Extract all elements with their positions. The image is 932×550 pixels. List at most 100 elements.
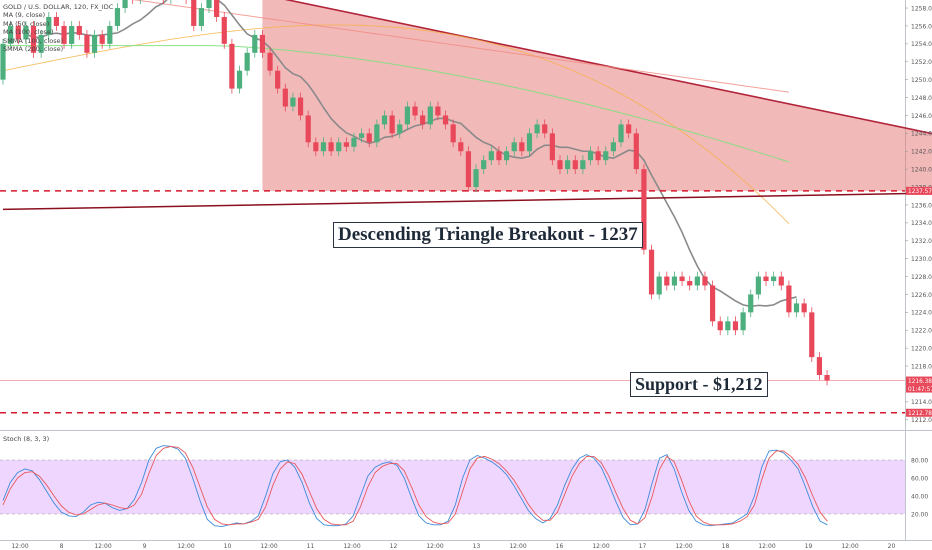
price-tick-label-11: 1234.00 xyxy=(911,220,932,227)
support-annotation[interactable]: Support - $1,212 xyxy=(630,372,768,397)
candle-100 xyxy=(763,276,769,282)
candle-52 xyxy=(397,124,403,134)
candle-1 xyxy=(8,25,14,44)
candle-82 xyxy=(626,124,632,134)
candle-88 xyxy=(671,276,678,286)
time-label-19: 19 xyxy=(805,543,813,550)
candle-89 xyxy=(679,276,685,282)
candle-87 xyxy=(664,276,670,286)
candle-27 xyxy=(206,0,212,9)
price-tick-label-22: 1256.00 xyxy=(911,23,932,30)
stoch-tick-label-3: 80.00 xyxy=(911,457,928,464)
candle-57 xyxy=(435,106,441,116)
candle-48 xyxy=(366,133,372,143)
rising-support-line xyxy=(2,192,932,211)
time-label-7: 11 xyxy=(307,543,315,550)
price-tick-label-3: 1218.00 xyxy=(911,363,932,370)
time-label-13: 16 xyxy=(556,543,564,550)
candle-96 xyxy=(732,321,739,331)
candle-8 xyxy=(61,25,67,44)
candle-99 xyxy=(755,276,761,295)
candle-67 xyxy=(511,142,517,152)
candle-14 xyxy=(107,25,113,44)
candle-63 xyxy=(481,160,487,170)
candle-0 xyxy=(0,43,6,80)
price-tick-label-0: 1212.00 xyxy=(911,417,932,424)
price-tick-label-20: 1252.00 xyxy=(911,59,932,66)
candle-26 xyxy=(198,8,204,26)
candle-35 xyxy=(267,52,273,71)
candle-50 xyxy=(381,115,388,125)
candle-84 xyxy=(641,169,647,250)
candle-68 xyxy=(519,142,525,152)
time-label-4: 12:00 xyxy=(177,543,194,550)
candle-94 xyxy=(717,321,723,331)
candle-93 xyxy=(709,285,716,322)
candle-31 xyxy=(236,70,243,89)
candle-81 xyxy=(618,124,624,143)
time-label-6: 12:00 xyxy=(260,543,277,550)
candle-107 xyxy=(816,357,823,375)
triangle-breakout-annotation[interactable]: Descending Triangle Breakout - 1237 xyxy=(333,222,643,248)
price-tick-label-17: 1246.00 xyxy=(911,113,932,120)
stoch-k-line xyxy=(2,445,828,528)
candle-61 xyxy=(465,151,472,188)
candle-32 xyxy=(244,52,250,71)
price-tick-label-14: 1240.00 xyxy=(911,166,932,173)
candle-73 xyxy=(557,160,563,170)
candle-83 xyxy=(633,133,639,170)
candle-90 xyxy=(687,281,693,286)
candle-102 xyxy=(778,276,784,286)
stoch-axis: 20.00 40.00 60.00 80.00 xyxy=(911,457,928,518)
time-label-8: 12:00 xyxy=(343,543,360,550)
candle-6 xyxy=(46,17,52,35)
candle-97 xyxy=(740,312,746,331)
time-label-17: 18 xyxy=(722,543,730,550)
stoch-band xyxy=(0,460,905,514)
candle-25 xyxy=(191,0,197,26)
candle-98 xyxy=(748,294,754,313)
candle-47 xyxy=(359,133,365,138)
ma-gray-line xyxy=(25,0,797,308)
candle-54 xyxy=(412,106,418,116)
time-label-21: 20 xyxy=(888,543,896,550)
candle-11 xyxy=(84,34,90,53)
price-tick-label-9: 1230.00 xyxy=(911,256,932,263)
candle-104 xyxy=(793,303,800,313)
candle-28 xyxy=(214,0,220,17)
candle-106 xyxy=(809,312,815,358)
time-label-1: 8 xyxy=(60,543,64,550)
ma-salmon-line xyxy=(132,0,789,93)
time-label-12: 12:00 xyxy=(509,543,526,550)
candle-43 xyxy=(328,142,334,152)
stoch-tick-label-0: 20.00 xyxy=(911,511,928,518)
price-tick-label-23: 1258.00 xyxy=(911,5,932,12)
time-label-16: 12:00 xyxy=(675,543,692,550)
time-label-9: 12 xyxy=(390,543,398,550)
candle-91 xyxy=(694,276,700,286)
candle-33 xyxy=(252,34,258,53)
candle-56 xyxy=(427,106,433,125)
price-tag-label-0: 1237.57 xyxy=(908,189,932,195)
candle-53 xyxy=(404,106,410,125)
price-tick-label-4: 1220.00 xyxy=(911,345,932,352)
candle-101 xyxy=(771,276,777,282)
stoch-label: Stoch (8, 3, 3) xyxy=(3,435,50,443)
time-label-14: 12:00 xyxy=(592,543,609,550)
time-label-2: 12:00 xyxy=(94,543,111,550)
candle-105 xyxy=(801,303,807,313)
candle-66 xyxy=(503,151,510,161)
price-tick-label-1: 1214.00 xyxy=(911,399,932,406)
candle-95 xyxy=(725,321,731,331)
candle-4 xyxy=(30,25,37,53)
candle-71 xyxy=(542,124,548,134)
time-label-10: 12:00 xyxy=(426,543,443,550)
time-label-20: 12:00 xyxy=(841,543,858,550)
chart-legend: GOLD / U.S. DOLLAR, 120, FX_IDC MA (9, c… xyxy=(3,3,113,53)
price-tick-label-6: 1224.00 xyxy=(911,310,932,317)
candle-62 xyxy=(473,169,479,188)
candle-69 xyxy=(526,133,533,152)
stoch-tick-label-1: 40.00 xyxy=(911,493,928,500)
indicator-smma200: SMMA (200, close) xyxy=(3,45,64,54)
